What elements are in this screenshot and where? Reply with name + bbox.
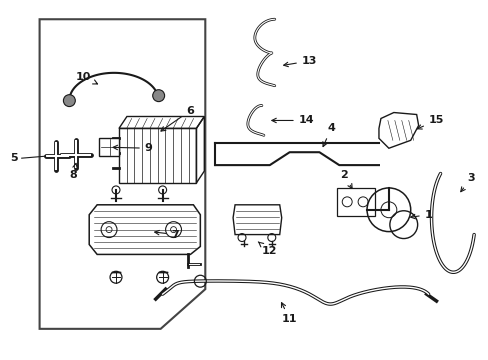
Text: 2: 2 [340, 170, 351, 188]
Bar [337, 188, 374, 216]
Text: 8: 8 [69, 163, 77, 180]
Text: 9: 9 [113, 143, 152, 153]
Text: 14: 14 [271, 116, 314, 126]
Text: 13: 13 [283, 56, 317, 67]
Text: 15: 15 [417, 116, 443, 129]
Bar [99, 138, 119, 156]
Text: 1: 1 [410, 210, 431, 220]
Bar [119, 129, 196, 183]
Circle shape [63, 95, 75, 107]
Text: 3: 3 [460, 173, 474, 192]
Text: 10: 10 [76, 72, 97, 84]
Text: 11: 11 [281, 303, 297, 324]
Text: 4: 4 [322, 123, 335, 147]
Text: 12: 12 [258, 242, 277, 256]
Circle shape [152, 90, 164, 102]
Text: 7: 7 [154, 230, 179, 239]
Text: 5: 5 [10, 153, 18, 163]
Text: 6: 6 [161, 105, 194, 131]
